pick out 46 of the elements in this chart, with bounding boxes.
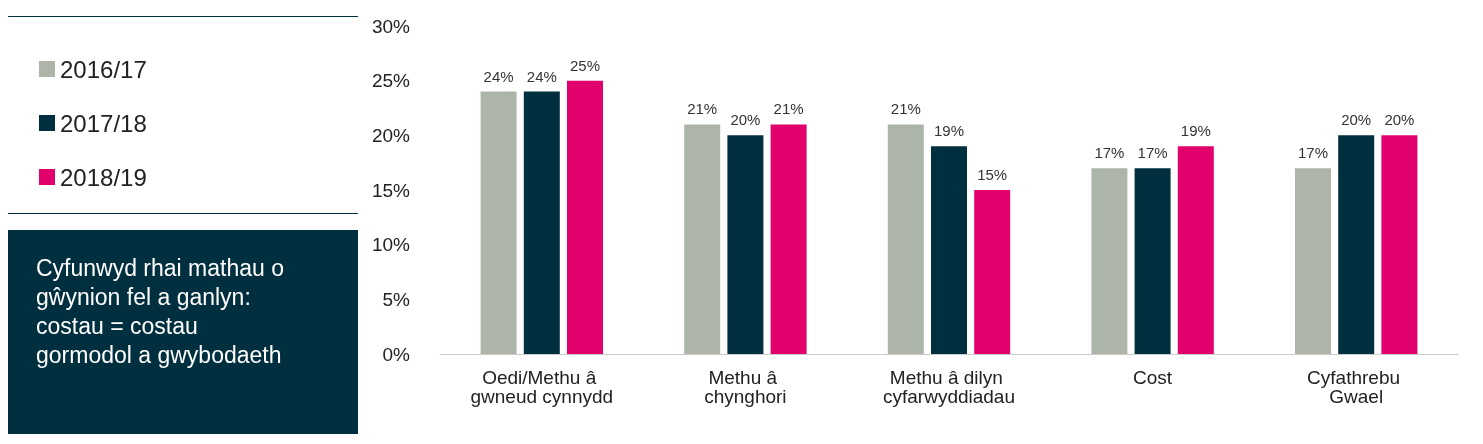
y-tick-label: 0% [382, 343, 411, 365]
bar [1091, 168, 1128, 354]
data-label: 17% [1094, 144, 1125, 162]
bar [931, 146, 967, 354]
data-label: 17% [1297, 144, 1329, 162]
data-label: 21% [687, 100, 718, 118]
data-label: 21% [890, 100, 921, 118]
bar [1381, 135, 1418, 354]
bar [480, 91, 517, 354]
legend-label: 2016/17 [60, 55, 147, 83]
bar [1177, 146, 1214, 354]
y-tick-label: 25% [371, 70, 411, 92]
data-label: 20% [730, 111, 761, 129]
text: Cyfunwyd rhai mathau o gŵynion fel a ganlyn: costau = costau gormodol a gwybodaeth [8, 230, 358, 434]
data-label: 24% [526, 67, 557, 85]
data-label: 20% [1384, 111, 1415, 129]
bar [770, 124, 807, 354]
data-label: 19% [1180, 122, 1211, 140]
bar [887, 124, 924, 354]
bar [974, 190, 1011, 354]
legend-label: 2017/18 [60, 109, 147, 137]
bar [727, 135, 764, 354]
bar [1295, 168, 1331, 354]
data-label: 19% [933, 122, 965, 140]
bar [1134, 168, 1171, 354]
bar [523, 91, 560, 354]
x-tick-label: Cost [1133, 367, 1173, 388]
x-tick-label: Oedi/Methu â gwneud cynnydd [470, 367, 614, 407]
data-label: 25% [569, 56, 601, 74]
data-label: 17% [1137, 144, 1168, 162]
y-tick-label: 30% [371, 15, 411, 37]
x-tick-label: Methu â chynghori [704, 367, 787, 407]
bar [1338, 135, 1375, 354]
y-tick-label: 20% [371, 124, 411, 146]
y-tick-label: 10% [371, 234, 411, 256]
data-label: 21% [773, 100, 804, 118]
data-label: 24% [483, 67, 514, 85]
data-label: 15% [977, 166, 1008, 183]
bar [567, 80, 603, 354]
y-tick-label: 5% [382, 288, 411, 310]
y-tick-label: 15% [371, 179, 411, 201]
x-tick-label: Methu â dilyn cyfarwyddiadau [882, 367, 1016, 407]
data-label: 20% [1341, 111, 1372, 129]
bar [684, 124, 721, 354]
legend-label: 2018/19 [60, 163, 147, 191]
x-tick-label: Cyfathrebu Gwael [1307, 367, 1406, 407]
